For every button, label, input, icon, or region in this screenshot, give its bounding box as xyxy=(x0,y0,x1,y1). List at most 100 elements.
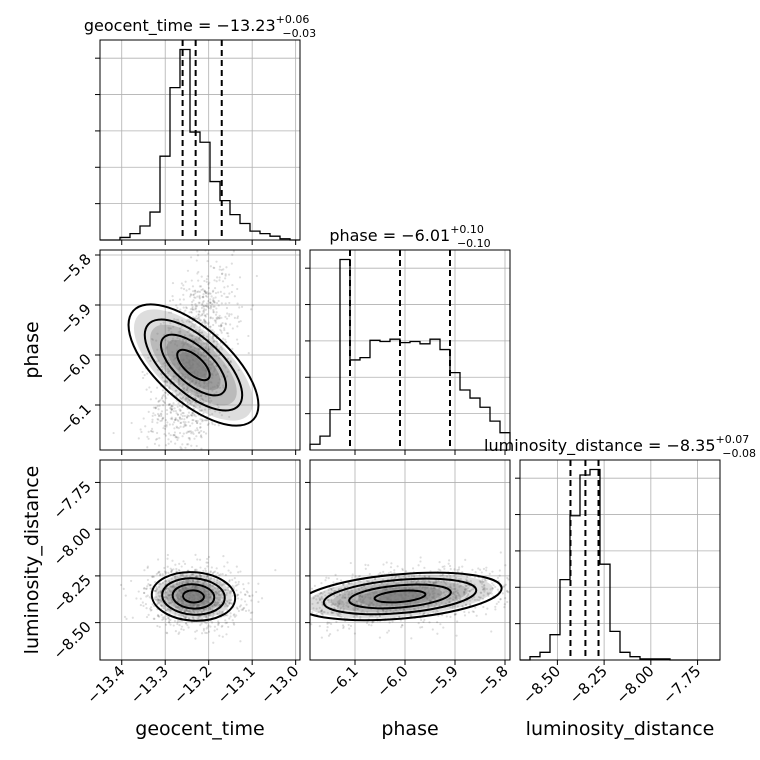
scatter-point xyxy=(179,573,182,577)
scatter-point xyxy=(181,384,184,387)
scatter-point xyxy=(207,299,210,303)
scatter-point xyxy=(165,631,168,634)
scatter-point xyxy=(420,618,423,622)
scatter-point xyxy=(212,299,215,302)
scatter-point xyxy=(446,598,449,601)
scatter-point xyxy=(449,567,452,571)
scatter-point xyxy=(226,600,229,603)
scatter-point xyxy=(165,408,169,412)
scatter-point xyxy=(213,625,217,628)
scatter-point xyxy=(443,565,446,568)
scatter-point xyxy=(399,619,402,622)
scatter-point xyxy=(233,615,237,618)
scatter-point xyxy=(447,590,450,593)
scatter-point xyxy=(310,605,311,607)
scatter-point xyxy=(342,583,345,586)
scatter-point xyxy=(157,599,160,602)
scatter-point xyxy=(174,585,177,589)
scatter-point xyxy=(205,575,209,579)
scatter-point xyxy=(209,345,212,348)
scatter-point xyxy=(481,597,485,600)
scatter-point xyxy=(186,390,190,393)
scatter-point xyxy=(165,591,168,594)
scatter-point xyxy=(257,600,260,603)
scatter-point xyxy=(191,422,194,425)
scatter-point xyxy=(324,579,327,582)
scatter-point xyxy=(215,307,218,310)
scatter-point xyxy=(455,576,458,580)
scatter-point xyxy=(452,598,455,602)
scatter-point xyxy=(196,394,199,397)
scatter-point xyxy=(190,300,194,304)
scatter-point xyxy=(218,378,221,381)
scatter-point xyxy=(371,586,374,589)
scatter-point xyxy=(137,437,140,440)
scatter-point xyxy=(175,594,178,597)
scatter-point xyxy=(429,587,433,591)
scatter-point xyxy=(195,259,198,262)
scatter-point xyxy=(166,368,169,371)
scatter-point xyxy=(351,576,354,579)
scatter-point xyxy=(209,381,212,384)
scatter-point xyxy=(224,366,227,369)
scatter-point xyxy=(200,575,203,578)
scatter-point xyxy=(208,360,211,363)
scatter-point xyxy=(196,250,199,253)
density-panel xyxy=(310,551,510,640)
scatter-point xyxy=(440,614,444,617)
scatter-point xyxy=(414,608,417,611)
scatter-point xyxy=(191,616,194,619)
scatter-point xyxy=(360,586,363,589)
scatter-point xyxy=(220,601,223,604)
scatter-point xyxy=(189,414,192,417)
scatter-point xyxy=(378,636,382,639)
scatter-point xyxy=(230,290,233,294)
scatter-point xyxy=(379,604,382,607)
scatter-point xyxy=(198,347,201,350)
scatter-point xyxy=(183,377,186,380)
scatter-point xyxy=(427,590,430,594)
scatter-point xyxy=(232,250,235,253)
scatter-point xyxy=(462,591,466,594)
scatter-point xyxy=(182,586,185,589)
scatter-point xyxy=(182,287,186,291)
scatter-point xyxy=(190,444,193,447)
contour-line xyxy=(182,589,205,604)
scatter-point xyxy=(149,398,152,401)
scatter-point xyxy=(217,622,220,625)
scatter-point xyxy=(177,383,180,386)
scatter-point xyxy=(218,265,222,268)
scatter-point xyxy=(202,589,206,592)
scatter-point xyxy=(205,419,208,422)
scatter-point xyxy=(385,587,388,590)
scatter-point xyxy=(191,586,194,589)
scatter-point xyxy=(180,599,183,602)
scatter-point xyxy=(196,580,199,583)
scatter-point xyxy=(173,343,177,346)
scatter-point xyxy=(312,607,315,610)
scatter-point xyxy=(196,295,199,298)
scatter-point xyxy=(417,601,420,604)
scatter-point xyxy=(354,607,357,610)
scatter-point xyxy=(330,587,333,590)
scatter-point xyxy=(202,590,205,594)
scatter-point xyxy=(373,577,377,581)
scatter-point xyxy=(359,603,362,606)
scatter-point xyxy=(172,355,175,358)
scatter-point xyxy=(170,378,173,381)
scatter-point xyxy=(158,414,161,417)
scatter-point xyxy=(444,602,447,605)
scatter-point xyxy=(205,622,208,625)
scatter-point xyxy=(480,571,483,574)
scatter-point xyxy=(168,601,171,604)
scatter-point xyxy=(185,585,188,588)
scatter-point xyxy=(215,364,218,367)
scatter-point xyxy=(425,595,428,599)
scatter-point xyxy=(151,420,154,424)
scatter-point xyxy=(229,323,232,326)
scatter-point xyxy=(238,605,241,608)
scatter-point xyxy=(205,302,209,305)
scatter-point xyxy=(322,610,325,614)
scatter-point xyxy=(503,606,506,609)
scatter-point xyxy=(199,338,202,341)
